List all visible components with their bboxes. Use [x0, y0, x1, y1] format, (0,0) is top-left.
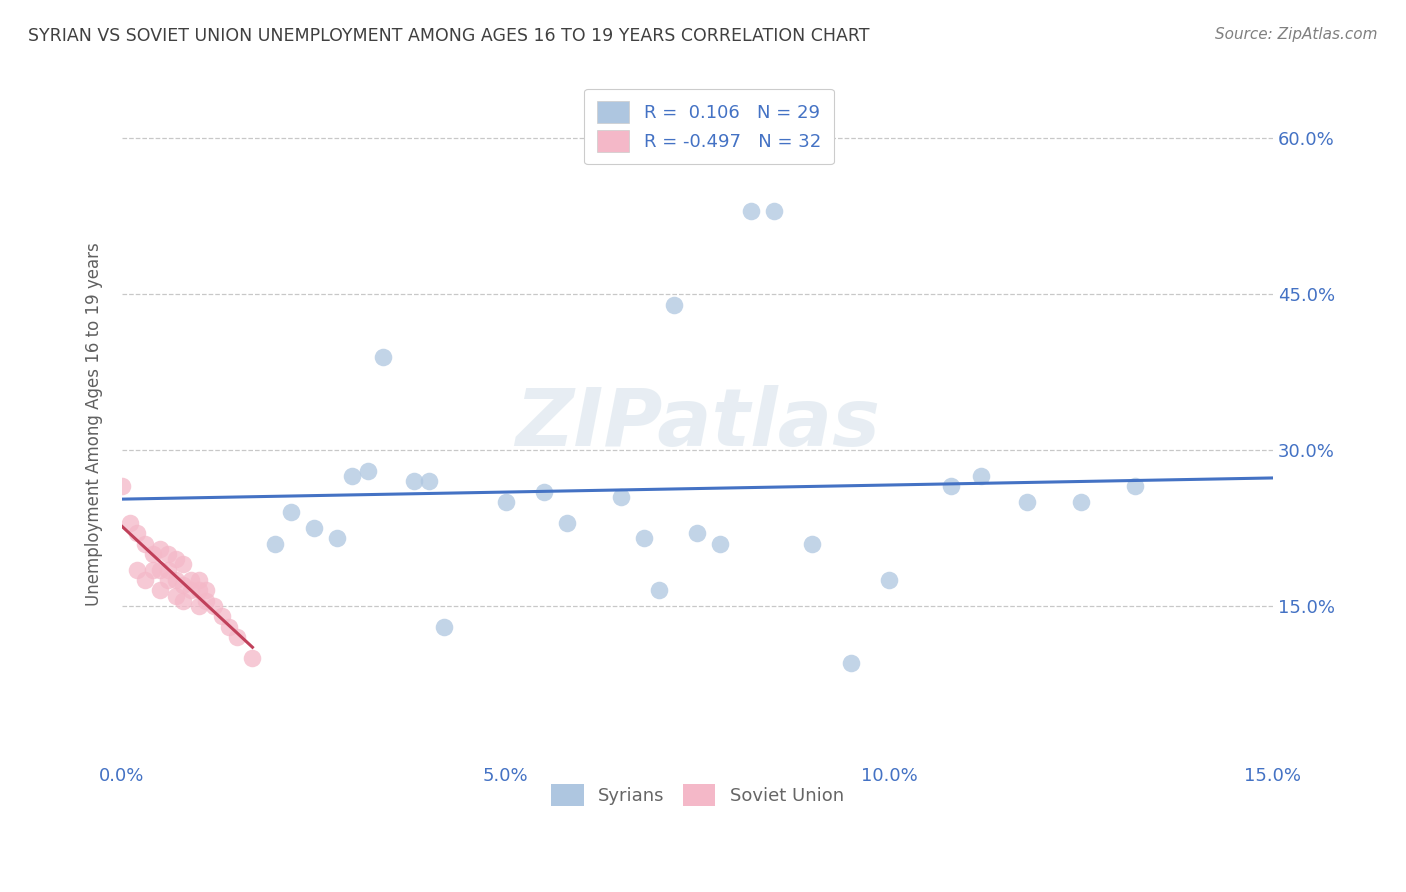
Point	[180, 583, 202, 598]
Point	[356, 464, 378, 478]
Point	[1017, 495, 1039, 509]
Point	[939, 479, 962, 493]
Point	[195, 593, 218, 607]
Point	[664, 297, 686, 311]
Point	[340, 469, 363, 483]
Point	[709, 536, 731, 550]
Point	[142, 562, 165, 576]
Point	[180, 573, 202, 587]
Point	[127, 562, 149, 576]
Point	[195, 583, 218, 598]
Point	[226, 630, 249, 644]
Point	[242, 651, 264, 665]
Point	[134, 573, 156, 587]
Point	[134, 536, 156, 550]
Point	[402, 474, 425, 488]
Point	[877, 573, 900, 587]
Point	[555, 516, 578, 530]
Point	[149, 541, 172, 556]
Point	[495, 495, 517, 509]
Point	[157, 547, 180, 561]
Point	[302, 521, 325, 535]
Y-axis label: Unemployment Among Ages 16 to 19 years: Unemployment Among Ages 16 to 19 years	[86, 243, 103, 606]
Point	[1123, 479, 1146, 493]
Point	[326, 532, 349, 546]
Point	[187, 583, 209, 598]
Text: SYRIAN VS SOVIET UNION UNEMPLOYMENT AMONG AGES 16 TO 19 YEARS CORRELATION CHART: SYRIAN VS SOVIET UNION UNEMPLOYMENT AMON…	[28, 27, 870, 45]
Legend: Syrians, Soviet Union: Syrians, Soviet Union	[544, 777, 851, 814]
Point	[149, 562, 172, 576]
Point	[202, 599, 225, 613]
Point	[609, 490, 631, 504]
Point	[187, 599, 209, 613]
Point	[157, 562, 180, 576]
Point	[740, 204, 762, 219]
Point	[801, 536, 824, 550]
Point	[433, 620, 456, 634]
Point	[839, 656, 862, 670]
Point	[533, 484, 555, 499]
Point	[211, 609, 233, 624]
Point	[172, 593, 194, 607]
Point	[418, 474, 440, 488]
Point	[280, 505, 302, 519]
Point	[218, 620, 240, 634]
Point	[371, 350, 394, 364]
Point	[633, 532, 655, 546]
Text: Source: ZipAtlas.com: Source: ZipAtlas.com	[1215, 27, 1378, 42]
Point	[142, 547, 165, 561]
Point	[127, 526, 149, 541]
Point	[763, 204, 786, 219]
Point	[165, 589, 187, 603]
Point	[111, 479, 134, 493]
Point	[187, 573, 209, 587]
Point	[264, 536, 287, 550]
Point	[165, 552, 187, 566]
Point	[157, 573, 180, 587]
Point	[172, 578, 194, 592]
Point	[686, 526, 709, 541]
Point	[172, 558, 194, 572]
Point	[1070, 495, 1092, 509]
Point	[149, 583, 172, 598]
Point	[648, 583, 671, 598]
Point	[165, 573, 187, 587]
Point	[970, 469, 993, 483]
Text: ZIPatlas: ZIPatlas	[515, 385, 880, 463]
Point	[118, 516, 141, 530]
